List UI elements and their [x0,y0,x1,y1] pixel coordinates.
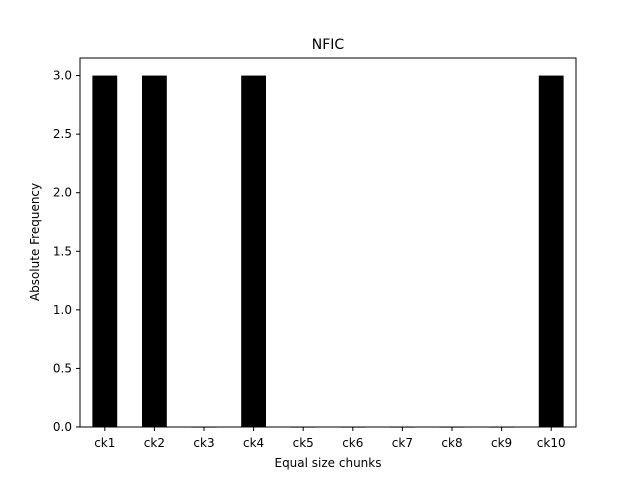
chart-title: NFIC [312,37,345,53]
x-tick-label: ck8 [441,436,462,450]
y-tick-label: 3.0 [53,69,72,83]
y-axis-label: Absolute Frequency [28,183,42,301]
y-tick-label: 1.0 [53,303,72,317]
x-tick-label: ck10 [537,436,566,450]
bar-ck10 [538,75,564,428]
y-axis-ticks: 0.0 0.5 1.0 1.5 2.0 2.5 3.0 [53,69,80,434]
x-tick-label: ck5 [293,436,314,450]
x-axis-label: Equal size chunks [274,456,381,470]
x-tick-label: ck6 [342,436,363,450]
x-axis-ticks: ck1 ck2 ck3 ck4 ck5 ck6 ck7 ck8 ck9 ck10 [94,427,566,450]
bar-ck2 [142,75,167,428]
x-tick-label: ck4 [243,436,264,450]
y-tick-label: 0.0 [53,420,72,434]
x-tick-label: ck9 [491,436,512,450]
x-tick-label: ck2 [144,436,165,450]
bars-group [92,75,564,428]
plot-frame [79,57,577,428]
y-tick-label: 2.0 [53,186,72,200]
bar-ck4 [241,75,266,428]
x-tick-label: ck7 [392,436,413,450]
y-tick-label: 0.5 [53,361,72,375]
y-tick-label: 2.5 [53,127,72,141]
bar-ck1 [92,75,118,428]
x-tick-label: ck1 [94,436,115,450]
y-tick-label: 1.5 [53,244,72,258]
x-tick-label: ck3 [193,436,214,450]
